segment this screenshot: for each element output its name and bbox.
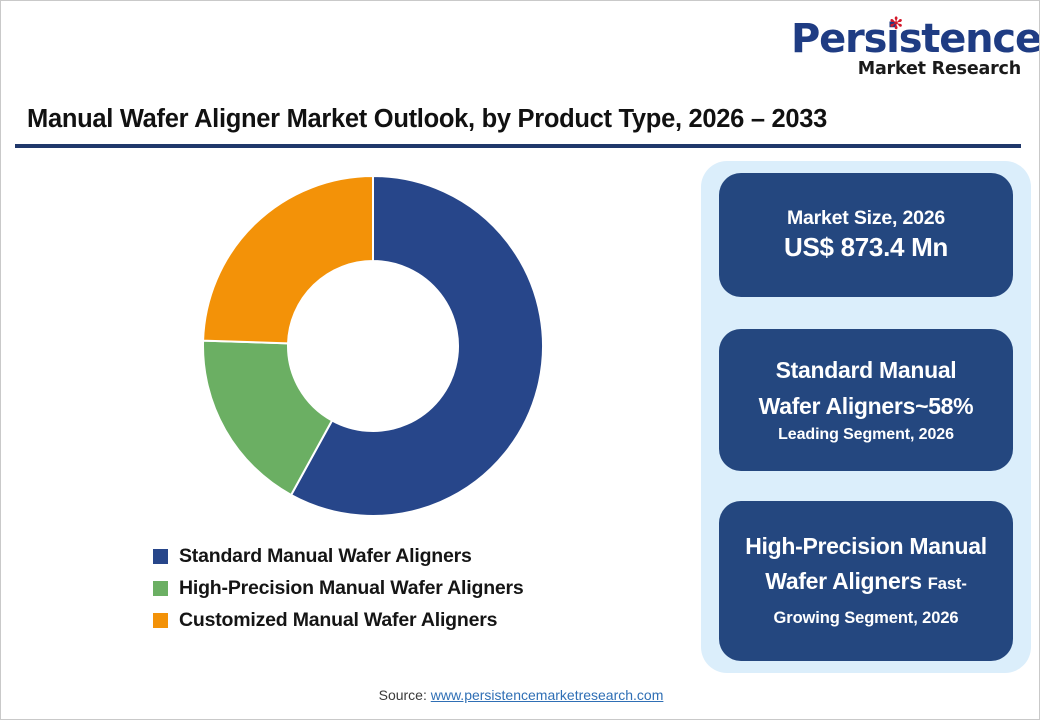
- company-logo: Persistence ✻ Market Research: [791, 16, 1039, 79]
- fastest-segment-line1: High-Precision Manual: [745, 533, 987, 560]
- source-footer: Source: www.persistencemarketresearch.co…: [1, 687, 1039, 703]
- legend-swatch-high-precision: [153, 581, 168, 596]
- market-size-label: Market Size, 2026: [786, 206, 946, 229]
- legend-item[interactable]: Customized Manual Wafer Aligners: [153, 609, 524, 632]
- donut-chart: [203, 176, 543, 516]
- chart-area: [15, 156, 685, 556]
- asterisk-icon: ✻: [889, 14, 904, 34]
- logo-brand-word: Persistence: [791, 16, 1040, 62]
- donut-slice[interactable]: [203, 339, 334, 497]
- legend-label-standard: Standard Manual Wafer Aligners: [179, 545, 472, 567]
- fastest-segment-sub: Fast-Growing Segment, 2026: [773, 574, 967, 628]
- fastest-segment-text: High-Precision Manual Wafer Aligners Fas…: [735, 529, 997, 633]
- legend-swatch-customized: [153, 613, 168, 628]
- title-divider: [15, 144, 1021, 148]
- source-link[interactable]: www.persistencemarketresearch.com: [430, 687, 664, 703]
- fastest-segment-card: High-Precision Manual Wafer Aligners Fas…: [719, 501, 1013, 661]
- market-size-value: US$ 873.4 Mn: [783, 232, 949, 263]
- leading-segment-sub: Leading Segment, 2026: [778, 426, 954, 444]
- legend-label-customized: Customized Manual Wafer Aligners: [179, 609, 498, 631]
- leading-segment-line2: Wafer Aligners~58%: [758, 392, 974, 419]
- legend-label-high-precision: High-Precision Manual Wafer Aligners: [179, 577, 524, 599]
- fastest-segment-line2: Wafer Aligners: [765, 567, 922, 594]
- market-size-card: Market Size, 2026 US$ 873.4 Mn: [719, 173, 1013, 297]
- leading-segment-line1: Standard Manual: [775, 357, 957, 384]
- logo-brand-text: Persistence ✻: [791, 14, 1040, 62]
- highlights-panel: Market Size, 2026 US$ 873.4 Mn Standard …: [701, 161, 1031, 673]
- legend-item[interactable]: Standard Manual Wafer Aligners: [153, 545, 524, 568]
- page-title: Manual Wafer Aligner Market Outlook, by …: [27, 105, 828, 133]
- logo-tagline: Market Research: [857, 59, 1021, 79]
- chart-legend: Standard Manual Wafer Aligners High-Prec…: [153, 545, 524, 641]
- donut-slice[interactable]: [203, 176, 374, 345]
- legend-item[interactable]: High-Precision Manual Wafer Aligners: [153, 577, 524, 600]
- donut-slice[interactable]: [289, 176, 543, 516]
- leading-segment-card: Standard Manual Wafer Aligners~58% Leadi…: [719, 329, 1013, 471]
- source-label: Source:: [378, 687, 431, 703]
- legend-swatch-standard: [153, 549, 168, 564]
